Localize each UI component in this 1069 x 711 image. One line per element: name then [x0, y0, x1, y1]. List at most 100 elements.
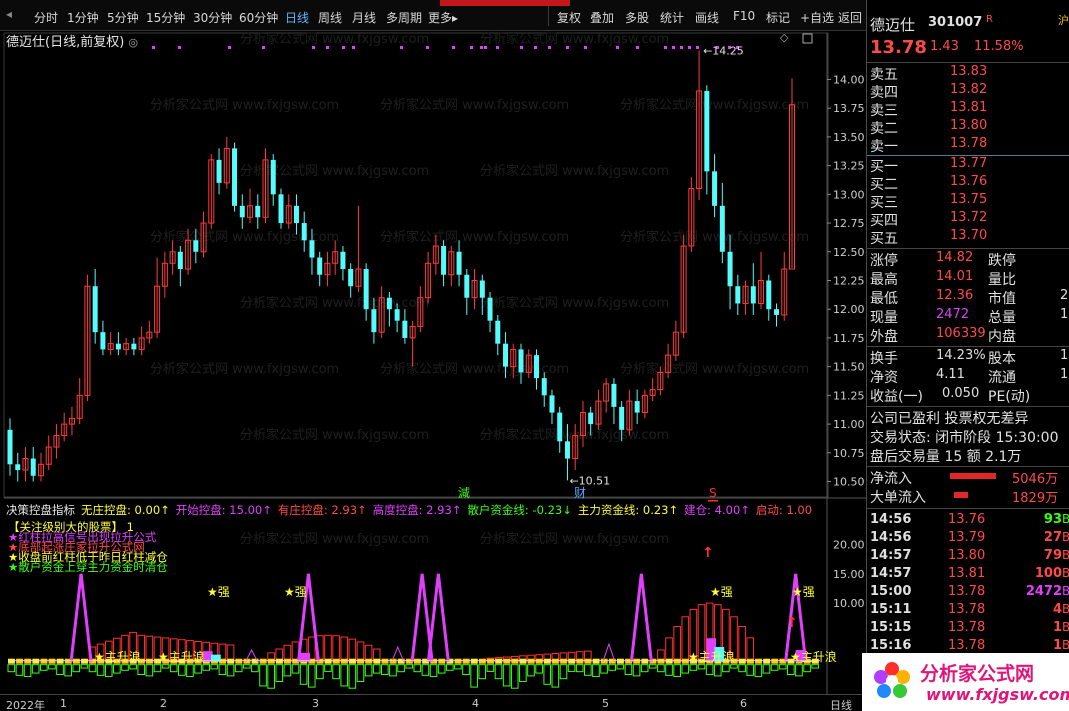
candle-body: [409, 325, 416, 339]
toolbar-button-2[interactable]: 多股: [625, 11, 650, 25]
date-label-4: 4: [472, 697, 479, 710]
retail-bar: [429, 664, 438, 677]
indicator-item-1: 开始控盘: 15.00↑: [175, 503, 272, 517]
toolbar-button-7[interactable]: +自选: [800, 11, 835, 25]
main-bar: [146, 658, 153, 664]
tab-5[interactable]: 60分钟: [239, 11, 279, 25]
ind-y-tick-label: 20.00: [833, 538, 865, 551]
info-row-1: 交易状态: 闭市阶段 15:30:00: [870, 427, 1069, 446]
toolbar-button-4[interactable]: 画线: [695, 11, 720, 25]
signal-dot: [584, 46, 587, 49]
candle-body: [239, 205, 245, 218]
main-bar: [787, 658, 795, 664]
toolbar-button-8[interactable]: 返回: [838, 11, 863, 25]
y-tick-label: 11.50: [833, 361, 865, 374]
tab-9[interactable]: 多周期: [386, 11, 423, 25]
tab-10[interactable]: 更多▸: [428, 11, 459, 25]
retail-bar: [340, 664, 349, 687]
divider: [867, 248, 1069, 249]
price-frame: [3, 32, 829, 498]
buy-price: 13.72: [950, 210, 988, 225]
divider: [867, 62, 1069, 63]
y-tick-label: 10.75: [833, 447, 865, 460]
tab-7[interactable]: 周线: [318, 11, 343, 25]
main-bar: [194, 658, 202, 664]
toolbar-button-5[interactable]: F10: [733, 9, 756, 23]
candle-body: [185, 239, 192, 270]
retail-bar: [299, 664, 308, 685]
retail-bar: [194, 664, 202, 674]
candle-body: [441, 246, 447, 275]
retail-bar: [608, 664, 617, 671]
y-tick-label: 10.50: [833, 476, 865, 489]
candle-body: [448, 251, 455, 276]
candle-body: [425, 262, 432, 299]
retail-bar: [129, 664, 137, 670]
retail-bar: [259, 664, 267, 687]
side-tab[interactable]: 沪: [1058, 14, 1069, 27]
retail-bar: [153, 664, 162, 673]
tab-4[interactable]: 30分钟: [193, 11, 233, 25]
stat-label: 外盘: [870, 329, 898, 345]
settings-circle-icon[interactable]: ◎: [128, 36, 139, 49]
control-bar: [348, 638, 357, 663]
main-bar: [275, 658, 283, 664]
date-label-1: 1: [60, 697, 67, 710]
candle-body: [317, 257, 323, 275]
tab-6[interactable]: 日线: [285, 11, 310, 25]
stat-value: 14.23%: [936, 348, 986, 363]
signal-bar: [300, 652, 311, 662]
retail-bar: [754, 664, 763, 677]
toolbar-menu-icon[interactable]: ◂: [6, 7, 13, 21]
tick-dir-icon: B: [1062, 638, 1069, 652]
stat-value-2: 2: [1060, 288, 1069, 303]
main-bar: [340, 658, 348, 664]
date-label-0: 2022年: [6, 699, 45, 711]
chart-area[interactable]: 14.00 13.75 13.50 13.25 13.00 12.75 12.50 12.25…: [0, 31, 866, 711]
toolbar-button-1[interactable]: 叠加: [590, 11, 615, 25]
signal-dot: [664, 46, 667, 49]
y-tick-label: 13.75: [833, 102, 865, 115]
tab-3[interactable]: 15分钟: [146, 11, 186, 25]
tab-1[interactable]: 1分钟: [67, 11, 99, 25]
tab-8[interactable]: 月线: [352, 11, 377, 25]
signal-dot: [342, 46, 345, 49]
retail-bar: [307, 664, 316, 688]
sell-label: 卖五: [870, 67, 898, 83]
price-change: 1.43: [930, 39, 959, 54]
retail-bar: [575, 664, 584, 673]
candle-body: [479, 280, 485, 298]
chart-canvas[interactable]: 14.00 13.75 13.50 13.25 13.00 12.75 12.50 12.25…: [0, 31, 866, 711]
candle-body: [712, 171, 718, 206]
toolbar-button-3[interactable]: 统计: [660, 11, 685, 25]
tab-0[interactable]: 分时: [34, 11, 59, 25]
candle-body: [301, 223, 307, 241]
candle-body: [572, 435, 579, 460]
main-bar: [324, 658, 332, 664]
legend-item-3: ★收盘前红柱低于昨日红柱减仓: [8, 550, 168, 564]
buy-label: 买二: [870, 177, 898, 193]
flow-bar: [954, 492, 968, 498]
retail-bar: [559, 664, 568, 680]
y-tick-label: 14.00: [833, 73, 865, 86]
flow-row-1: 大单流入 1829万: [870, 487, 1069, 506]
tick-row-0: 14:56 13.76 93 B: [870, 512, 1069, 530]
retail-bar: [372, 664, 381, 674]
ind-y-tick-label: 10.00: [833, 597, 865, 610]
retail-bar: [242, 664, 251, 669]
toolbar-button-6[interactable]: 标记: [766, 11, 791, 25]
candle-body: [100, 332, 106, 350]
candle-body: [193, 240, 199, 252]
candle-body: [208, 159, 215, 224]
main-bar: [357, 658, 365, 664]
indicator-item-4: 散户资金线: -0.23↓: [467, 503, 572, 517]
tab-2[interactable]: 5分钟: [107, 11, 139, 25]
toolbar-button-0[interactable]: 复权: [557, 11, 582, 25]
candle-body: [15, 464, 21, 471]
info-row-2: 盘后交易量 15 额 2.1万: [870, 446, 1069, 465]
candle-body: [355, 268, 362, 287]
retail-bar: [665, 664, 673, 676]
candle-body: [363, 269, 369, 310]
main-bar: [81, 658, 88, 664]
retail-bar: [178, 664, 186, 676]
